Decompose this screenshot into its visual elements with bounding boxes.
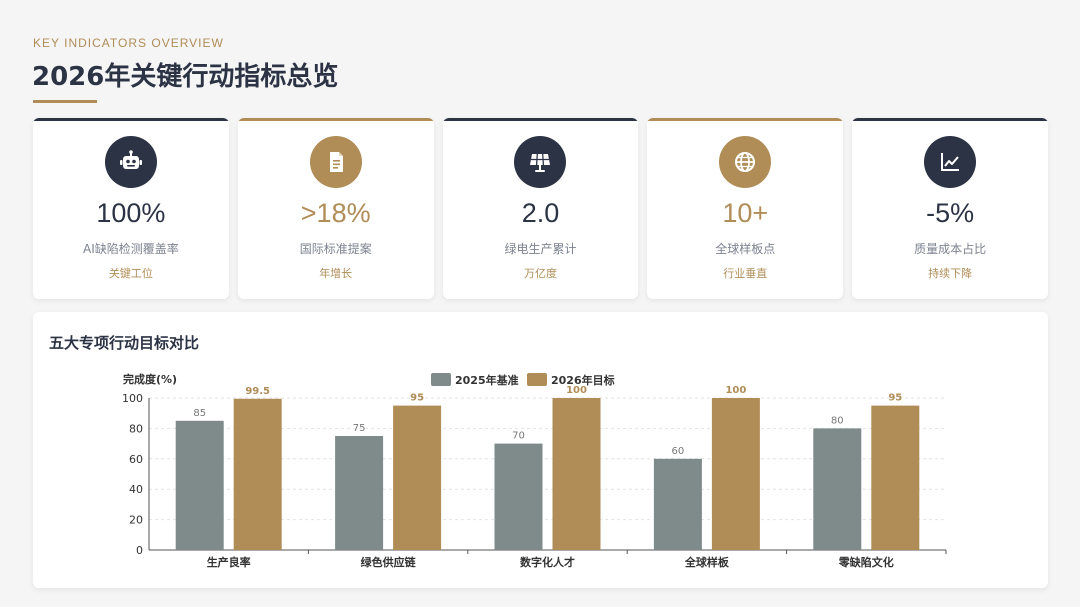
chart-panel-title: 五大专项行动目标对比: [49, 334, 200, 352]
card-accent-bar: [33, 118, 229, 121]
bar: [711, 398, 760, 550]
card-sublabel: 关键工位: [108, 267, 153, 280]
line-chart-icon: [924, 136, 977, 188]
card-label: 绿电生产累计: [504, 242, 577, 256]
kpi-card-standards: >18% 国际标准提案 年增长: [237, 118, 434, 299]
bar-value-label: 70: [512, 431, 525, 442]
card-sublabel: 年增长: [319, 267, 353, 280]
bar: [813, 428, 862, 550]
bar-value-label: 80: [831, 415, 844, 426]
x-tick-label: 零缺陷文化: [838, 555, 894, 569]
kpi-card-green-power: 2.0 绿电生产累计 万亿度: [442, 118, 639, 299]
bar-value-label: 60: [672, 446, 685, 457]
kpi-card-ai-coverage: 100% AI缺陷检测覆盖率 关键工位: [33, 118, 229, 299]
bar-value-label: 75: [353, 423, 366, 434]
robot-icon: [104, 136, 157, 188]
card-value: 10+: [722, 198, 769, 228]
kpi-cards: 100% AI缺陷检测覆盖率 关键工位 >18% 国际标准提案 年增长: [33, 118, 1048, 299]
card-accent-bar: [852, 118, 1048, 121]
legend-swatch: [527, 373, 547, 386]
eyebrow-text: KEY INDICATORS OVERVIEW: [33, 36, 224, 50]
card-accent-bar: [442, 118, 639, 121]
solar-panel-icon: [514, 136, 567, 188]
kpi-card-quality-cost: -5% 质量成本占比 持续下降: [852, 118, 1048, 299]
x-tick-label: 绿色供应链: [361, 555, 417, 569]
y-tick-label: 0: [136, 544, 143, 557]
bar: [175, 420, 224, 550]
bar-chart: 0 20 40 60 80 100 完成度(%) 2025年基准 2026年目标 85 99.5 生产…: [122, 372, 947, 569]
card-accent-bar: [237, 118, 434, 121]
x-tick-label: 数字化人才: [520, 555, 575, 569]
legend-label: 2025年基准: [455, 373, 519, 387]
bar-value-label: 95: [410, 393, 424, 404]
x-tick-label: 全球样板: [684, 555, 730, 569]
bar: [871, 405, 920, 550]
card-value: >18%: [300, 198, 371, 228]
bar-value-label: 95: [888, 393, 902, 404]
y-tick-label: 20: [129, 514, 143, 527]
bar-value-label: 99.5: [245, 386, 270, 397]
kpi-card-global-sites: 10+ 全球样板点 行业垂直: [647, 118, 844, 299]
y-tick-label: 60: [129, 453, 143, 466]
card-label: AI缺陷检测覆盖率: [83, 242, 179, 256]
page-title: 2026年关键行动指标总览: [32, 62, 339, 92]
document-icon: [309, 136, 362, 188]
y-tick-label: 100: [122, 392, 143, 405]
card-label: 全球样板点: [715, 242, 776, 256]
card-label: 质量成本占比: [914, 242, 987, 256]
legend-label: 2026年目标: [551, 373, 615, 387]
comparison-chart-panel: 五大专项行动目标对比 0 20 40 60 80 100 完成度(%) 2025年基准 2026…: [33, 312, 1048, 588]
y-axis-label: 完成度(%): [123, 372, 177, 386]
bar-value-label: 85: [193, 408, 206, 419]
bar-value-label: 100: [566, 385, 587, 396]
card-value: 100%: [96, 198, 166, 228]
card-accent-bar: [647, 118, 844, 121]
bar: [233, 398, 282, 550]
bar: [393, 405, 442, 550]
y-tick-label: 80: [129, 422, 143, 435]
bar-value-label: 100: [725, 385, 746, 396]
x-tick-label: 生产良率: [207, 555, 251, 569]
card-label: 国际标准提案: [299, 242, 372, 256]
card-value: 2.0: [521, 198, 560, 228]
bar: [653, 458, 702, 550]
card-sublabel: 持续下降: [928, 267, 973, 280]
card-value: -5%: [926, 198, 975, 228]
card-sublabel: 行业垂直: [723, 267, 768, 280]
globe-icon: [719, 136, 772, 188]
y-tick-label: 40: [129, 483, 143, 496]
bar: [552, 398, 601, 550]
legend-swatch: [431, 373, 451, 386]
bar: [335, 436, 384, 550]
bar: [494, 443, 543, 550]
card-sublabel: 万亿度: [523, 267, 557, 280]
title-underline: [33, 100, 97, 103]
